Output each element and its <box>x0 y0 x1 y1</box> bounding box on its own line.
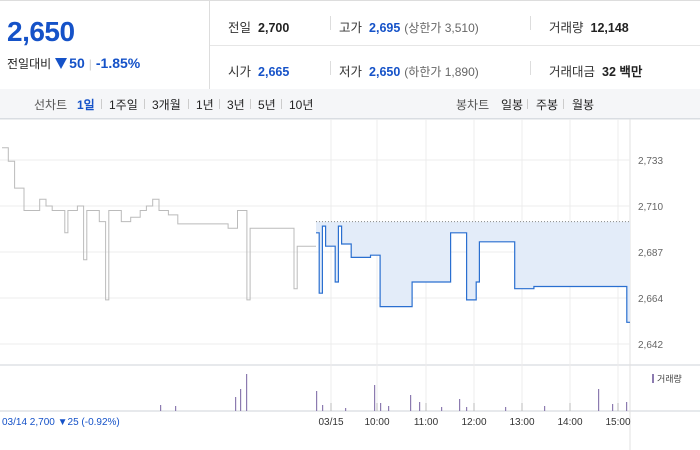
low-label: 저가 <box>339 65 363 79</box>
upper-limit: (상한가 3,510) <box>404 21 479 35</box>
quote-header: 2,650 전일대비 50 | -1.85% 전일 2,700 고가 2,695 (상한가 … <box>0 0 700 90</box>
divider <box>530 61 531 75</box>
change-value: 50 <box>69 55 85 71</box>
divider: | <box>88 57 92 71</box>
tab-10years[interactable]: 10년 <box>289 98 314 112</box>
tab-3months[interactable]: 3개월 <box>152 98 181 112</box>
low-value: 2,650 <box>369 65 401 79</box>
volume-bar <box>626 402 628 411</box>
prev-day-caption: 03/14 2,700 ▼25 (-0.92%) <box>2 417 120 428</box>
volume-label: 거래량 <box>549 21 584 35</box>
divider <box>101 99 102 109</box>
high-label: 고가 <box>339 21 363 35</box>
y-tick-label: 2,710 <box>638 202 663 213</box>
divider <box>527 99 528 109</box>
volume-bar <box>374 385 376 411</box>
change-label: 전일대비 <box>7 57 52 71</box>
current-price: 2,650 <box>7 16 75 47</box>
candle-chart-label: 봉차트 <box>456 98 490 112</box>
high-value: 2,695 <box>369 21 401 35</box>
x-tick-label: 15:00 <box>605 417 630 428</box>
prev-close-value: 2,700 <box>258 21 290 35</box>
open-label: 시가 <box>228 65 252 79</box>
tab-daily[interactable]: 일봉 <box>501 98 524 112</box>
volume-bar <box>441 407 443 411</box>
tab-5years[interactable]: 5년 <box>258 98 276 112</box>
x-tick-label: 03/15 <box>318 417 343 428</box>
volume-bar <box>316 391 318 411</box>
volume-bar <box>598 389 600 411</box>
open-price: 시가 2,665 <box>228 61 289 80</box>
y-tick-label: 2,642 <box>638 340 663 351</box>
tab-weekly[interactable]: 주봉 <box>536 98 559 112</box>
volume-bar <box>345 408 347 411</box>
x-tick-label: 10:00 <box>364 417 389 428</box>
volume-legend-swatch <box>652 374 654 383</box>
volume-bar <box>612 404 614 411</box>
volume-bar <box>419 402 421 411</box>
x-tick-label: 14:00 <box>557 417 582 428</box>
today-area-fill <box>316 221 630 323</box>
volume-bar <box>505 407 507 411</box>
volume-bar <box>246 374 248 411</box>
volume-bar <box>388 406 390 411</box>
divider <box>250 99 251 109</box>
change-rate: -1.85% <box>95 55 141 71</box>
trade-amount-value: 32 백만 <box>602 65 643 79</box>
volume: 거래량 12,148 <box>549 17 629 36</box>
divider <box>563 99 564 109</box>
low-price: 저가 2,650 (하한가 1,890) <box>339 61 479 80</box>
volume-bar <box>160 405 162 411</box>
trade-amount: 거래대금 32 백만 <box>549 61 642 80</box>
volume-bar <box>544 406 546 411</box>
volume-bar <box>240 389 242 411</box>
prev-close: 전일 2,700 <box>228 17 289 36</box>
prev-close-label: 전일 <box>228 21 252 35</box>
divider <box>210 45 700 46</box>
tab-1week[interactable]: 1주일 <box>109 98 138 112</box>
y-tick-label: 2,664 <box>638 294 663 305</box>
y-tick-label: 2,733 <box>638 156 663 167</box>
divider <box>330 61 331 75</box>
y-tick-label: 2,687 <box>638 248 663 259</box>
chart-tabs: 선차트 1일 1주일 3개월 1년 3년 5년 10년 봉차트 일봉 주봉 월봉 <box>0 89 700 119</box>
volume-bar <box>175 406 177 411</box>
divider <box>530 16 531 30</box>
volume-bar <box>235 397 237 411</box>
tab-3years[interactable]: 3년 <box>227 98 245 112</box>
price-chart: 2,733 2,710 2,687 2,664 2,642 03/15 10:00 11:00… <box>0 119 700 450</box>
tab-1day[interactable]: 1일 <box>77 98 95 112</box>
divider <box>281 99 282 109</box>
x-tick-label: 11:00 <box>414 417 439 428</box>
high-price: 고가 2,695 (상한가 3,510) <box>339 17 479 36</box>
price-box: 2,650 전일대비 50 | -1.85% <box>0 1 210 89</box>
prev-day-line <box>2 147 316 301</box>
x-tick-label: 12:00 <box>461 417 486 428</box>
volume-legend-label: 거래량 <box>657 373 682 384</box>
divider <box>188 99 189 109</box>
trade-amount-label: 거래대금 <box>549 65 596 79</box>
volume-bar <box>410 395 412 411</box>
divider <box>330 16 331 30</box>
price-change: 전일대비 50 | -1.85% <box>7 55 140 72</box>
open-value: 2,665 <box>258 65 290 79</box>
line-chart-label: 선차트 <box>34 98 68 112</box>
volume-bar <box>322 405 324 411</box>
down-triangle-icon <box>55 58 68 69</box>
lower-limit: (하한가 1,890) <box>404 65 479 79</box>
volume-bar <box>459 399 461 411</box>
today-price-line <box>316 225 630 323</box>
volume-value: 12,148 <box>590 21 629 35</box>
volume-bar <box>466 407 468 411</box>
divider <box>144 99 145 109</box>
volume-bar <box>380 403 382 411</box>
divider <box>219 99 220 109</box>
x-tick-label: 13:00 <box>509 417 534 428</box>
tab-1year[interactable]: 1년 <box>196 98 214 112</box>
tab-monthly[interactable]: 월봉 <box>572 98 595 112</box>
